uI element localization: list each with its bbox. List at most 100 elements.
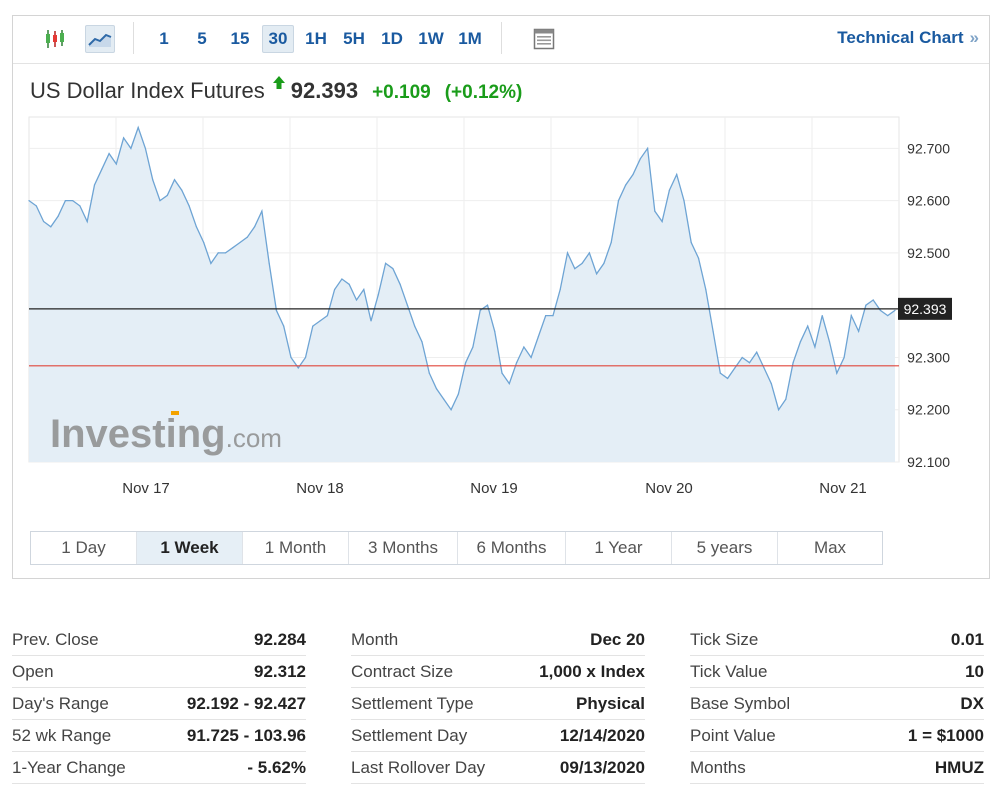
- period-3-months[interactable]: 3 Months: [349, 532, 458, 564]
- price-point: [799, 341, 801, 343]
- period-1-month[interactable]: 1 Month: [243, 532, 349, 564]
- price-point: [625, 184, 627, 186]
- interval-5h[interactable]: 5H: [343, 29, 365, 48]
- price-point: [64, 200, 66, 202]
- stat-base-symbol: Base Symbol DX: [690, 688, 984, 720]
- period-5-years[interactable]: 5 years: [672, 532, 778, 564]
- price-point: [610, 241, 612, 244]
- toolbar-divider: [133, 22, 134, 54]
- price-point: [450, 409, 452, 411]
- price-chart[interactable]: 92.700 92.600 92.500 92.300 92.200 92.100 Nov …: [13, 16, 989, 521]
- price-point: [501, 372, 503, 374]
- candlestick-icon[interactable]: [40, 25, 70, 53]
- y-tick-label: 92.300: [907, 349, 950, 365]
- interval-30[interactable]: 30: [262, 25, 294, 53]
- price-point: [443, 398, 445, 400]
- stat-last-rollover-day: Last Rollover Day 09/13/2020: [351, 752, 645, 784]
- chart-toolbar: 1 5 15 30 1H 5H 1D 1W 1M Technical Chart…: [13, 16, 989, 64]
- price-point: [86, 220, 88, 223]
- price-point: [275, 309, 278, 312]
- page-layout-icon[interactable]: [529, 25, 559, 53]
- period-1-day[interactable]: 1 Day: [31, 532, 137, 564]
- price-point: [232, 247, 234, 249]
- x-tick-label: Nov 17: [122, 480, 170, 497]
- stat-label: Months: [690, 757, 746, 777]
- stat-settlement-day: Settlement Day 12/14/2020: [351, 720, 645, 752]
- price-point: [152, 179, 154, 181]
- stat-1-year-change: 1-Year Change - 5.62%: [12, 752, 306, 784]
- stat-value: 1,000 x Index: [539, 661, 645, 681]
- stat-value: DX: [960, 693, 984, 713]
- price-point: [326, 315, 328, 317]
- price-point: [79, 205, 81, 207]
- price-point: [807, 325, 809, 327]
- price-point: [574, 267, 576, 270]
- period-6-months[interactable]: 6 Months: [458, 532, 566, 564]
- price-point: [224, 252, 227, 254]
- price-point: [777, 409, 780, 411]
- price-point: [239, 241, 241, 244]
- price-point: [210, 262, 212, 264]
- price-point: [42, 220, 45, 223]
- chevron-right-icon: »: [969, 28, 979, 47]
- price-point: [836, 372, 838, 374]
- price-point: [319, 320, 321, 322]
- price-point: [632, 173, 634, 176]
- stat-value: - 5.62%: [247, 757, 306, 777]
- price-point: [552, 315, 554, 317]
- period-max[interactable]: Max: [813, 538, 847, 557]
- period-1-week[interactable]: 1 Week: [137, 532, 243, 564]
- price-point: [887, 315, 889, 317]
- price-point: [712, 330, 714, 332]
- stat-label: Month: [351, 629, 399, 649]
- price-point: [734, 367, 736, 369]
- price-point: [377, 294, 379, 296]
- price-point: [181, 189, 183, 191]
- price-point: [261, 210, 263, 212]
- y-tick-label: 92.600: [907, 193, 950, 209]
- price-point: [399, 283, 401, 285]
- price-point: [668, 189, 671, 191]
- stat-label: Prev. Close: [12, 629, 99, 649]
- price-point: [428, 372, 430, 374]
- watermark-accent: [171, 411, 179, 415]
- interval-5[interactable]: 5: [197, 29, 207, 48]
- price-point: [57, 215, 59, 217]
- price-point: [879, 309, 882, 312]
- price-point: [741, 356, 743, 359]
- price-point: [697, 257, 700, 259]
- stat-open: Open 92.312: [12, 656, 306, 688]
- stats-column-1: Prev. Close 92.284 Open 92.312 Day's Range…: [12, 624, 306, 784]
- area-chart-icon[interactable]: [85, 25, 115, 53]
- stat-value: HMUZ: [934, 757, 984, 777]
- price-point: [617, 200, 620, 202]
- stat-value: 92.192 - 92.427: [186, 693, 306, 713]
- x-tick-label: Nov 21: [819, 480, 867, 497]
- interval-1w[interactable]: 1W: [418, 29, 444, 48]
- interval-15[interactable]: 15: [230, 29, 250, 48]
- price-point: [123, 137, 125, 139]
- stat-label: 1-Year Change: [12, 757, 126, 777]
- interval-1m[interactable]: 1M: [458, 29, 482, 48]
- stat-label: Settlement Type: [351, 693, 474, 713]
- interval-1[interactable]: 1: [159, 29, 169, 48]
- price-point: [828, 341, 831, 343]
- price-point: [596, 273, 598, 275]
- price-point: [253, 226, 256, 228]
- interval-1d[interactable]: 1D: [381, 29, 403, 48]
- price-point: [435, 388, 438, 390]
- price-point: [203, 241, 205, 244]
- technical-chart-link[interactable]: Technical Chart »: [837, 28, 979, 48]
- price-point: [727, 377, 729, 379]
- price-point: [639, 158, 641, 160]
- stat-label: Tick Value: [690, 661, 768, 681]
- stat-value: 10: [965, 661, 984, 681]
- price-point: [472, 346, 474, 348]
- y-tick-label: 92.200: [907, 402, 950, 418]
- period-1-year[interactable]: 1 Year: [566, 532, 672, 564]
- last-price-label: 92.393: [904, 301, 947, 317]
- watermark-brand: Investing: [50, 412, 226, 456]
- price-point: [748, 362, 751, 364]
- stat-label: Settlement Day: [351, 725, 468, 745]
- interval-1h[interactable]: 1H: [305, 29, 327, 48]
